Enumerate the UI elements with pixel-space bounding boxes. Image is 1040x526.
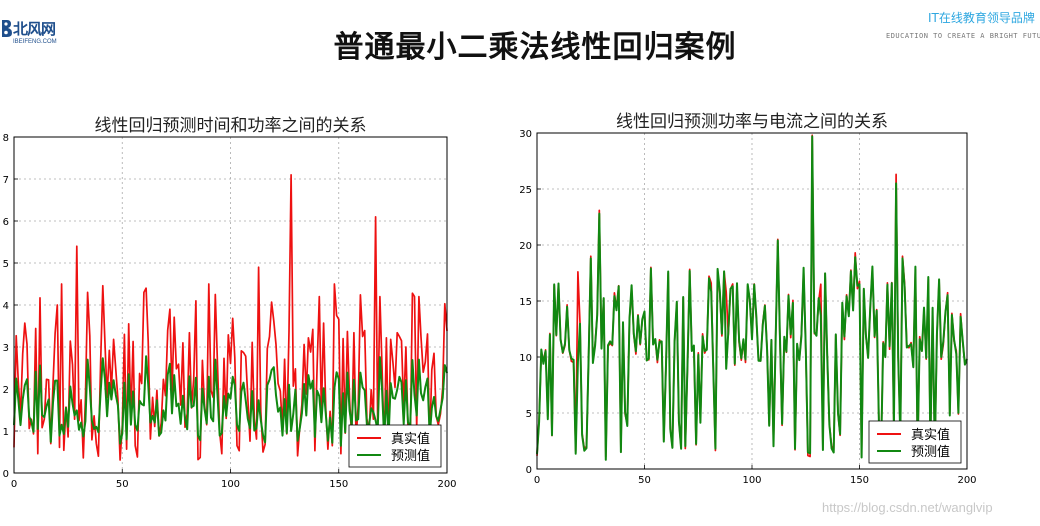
x-tick-label: 50 [638, 475, 651, 486]
plot-frame [13, 136, 448, 474]
x-tick-label: 0 [11, 479, 17, 490]
y-tick-label: 1 [3, 427, 9, 438]
y-tick-label: 7 [3, 175, 9, 186]
x-tick-label: 50 [116, 479, 129, 490]
series-line-pred [536, 135, 968, 461]
logo-text: 北风网 [13, 20, 56, 38]
y-tick-label: 25 [520, 185, 532, 196]
x-tick-label: 150 [850, 475, 869, 486]
legend-box [348, 424, 442, 468]
series-line-real [13, 173, 448, 461]
brand-tagline-en: EDUCATION TO CREATE A BRIGHT FUTURE [886, 32, 1040, 40]
legend-label: 真实值 [391, 431, 430, 447]
y-tick-label: 8 [3, 133, 9, 144]
y-tick-label: 30 [520, 129, 532, 140]
chart-time-power: 线性回归预测时间和功率之间的关系 0 50 100 150 200 0 1 2 3 4 5 6 7 8 真实值… [3, 116, 457, 490]
logo-subtext: IBEIFENG.COM [13, 39, 57, 45]
y-tick-label: 5 [3, 259, 9, 270]
legend-label: 预测值 [911, 444, 950, 460]
chart-title: 线性回归预测功率与电流之间的关系 [616, 112, 888, 132]
x-tick-label: 0 [534, 475, 540, 486]
y-tick-label: 4 [3, 301, 9, 312]
x-tick-label: 200 [437, 479, 456, 490]
x-tick-label: 100 [742, 475, 761, 486]
x-tick-label: 150 [329, 479, 348, 490]
plot-frame [536, 132, 968, 470]
logo-b-icon [2, 20, 12, 37]
legend-label: 真实值 [911, 427, 950, 443]
y-tick-label: 0 [3, 469, 9, 480]
y-tick-label: 6 [3, 217, 9, 228]
legend-label: 预测值 [391, 448, 430, 464]
y-tick-label: 2 [3, 385, 9, 396]
chart-power-current: 线性回归预测功率与电流之间的关系 0 50 100 150 200 0 5 10 15 20 25 30… [520, 112, 977, 486]
brand-logo[interactable]: 北风网 IBEIFENG.COM [0, 12, 75, 52]
y-tick-label: 3 [3, 343, 9, 354]
x-tick-label: 200 [957, 475, 976, 486]
y-tick-label: 0 [526, 465, 532, 476]
y-tick-label: 20 [520, 241, 532, 252]
series-line-pred [13, 355, 448, 447]
chart-title: 线性回归预测时间和功率之间的关系 [95, 116, 367, 136]
y-tick-label: 10 [520, 353, 532, 364]
y-tick-label: 15 [520, 297, 532, 308]
watermark: https://blog.csdn.net/wanglvip [822, 500, 993, 515]
brand-tagline: IT在线教育领导品牌 [928, 11, 1035, 25]
legend-box [868, 420, 962, 464]
x-tick-label: 100 [221, 479, 240, 490]
y-tick-label: 5 [526, 409, 532, 420]
page-title: 普通最小二乘法线性回归案例 [333, 30, 737, 65]
